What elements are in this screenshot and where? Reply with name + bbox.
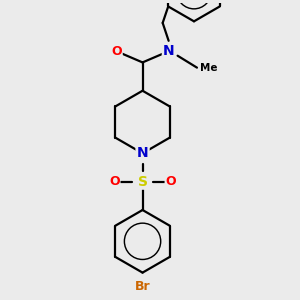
Text: O: O: [166, 175, 176, 188]
Text: Me: Me: [200, 63, 218, 73]
Text: S: S: [137, 175, 148, 189]
Text: N: N: [137, 146, 148, 161]
Text: N: N: [137, 146, 148, 161]
Text: N: N: [163, 44, 174, 58]
Text: O: O: [109, 175, 119, 188]
Text: O: O: [111, 45, 122, 58]
Text: Br: Br: [135, 280, 150, 292]
